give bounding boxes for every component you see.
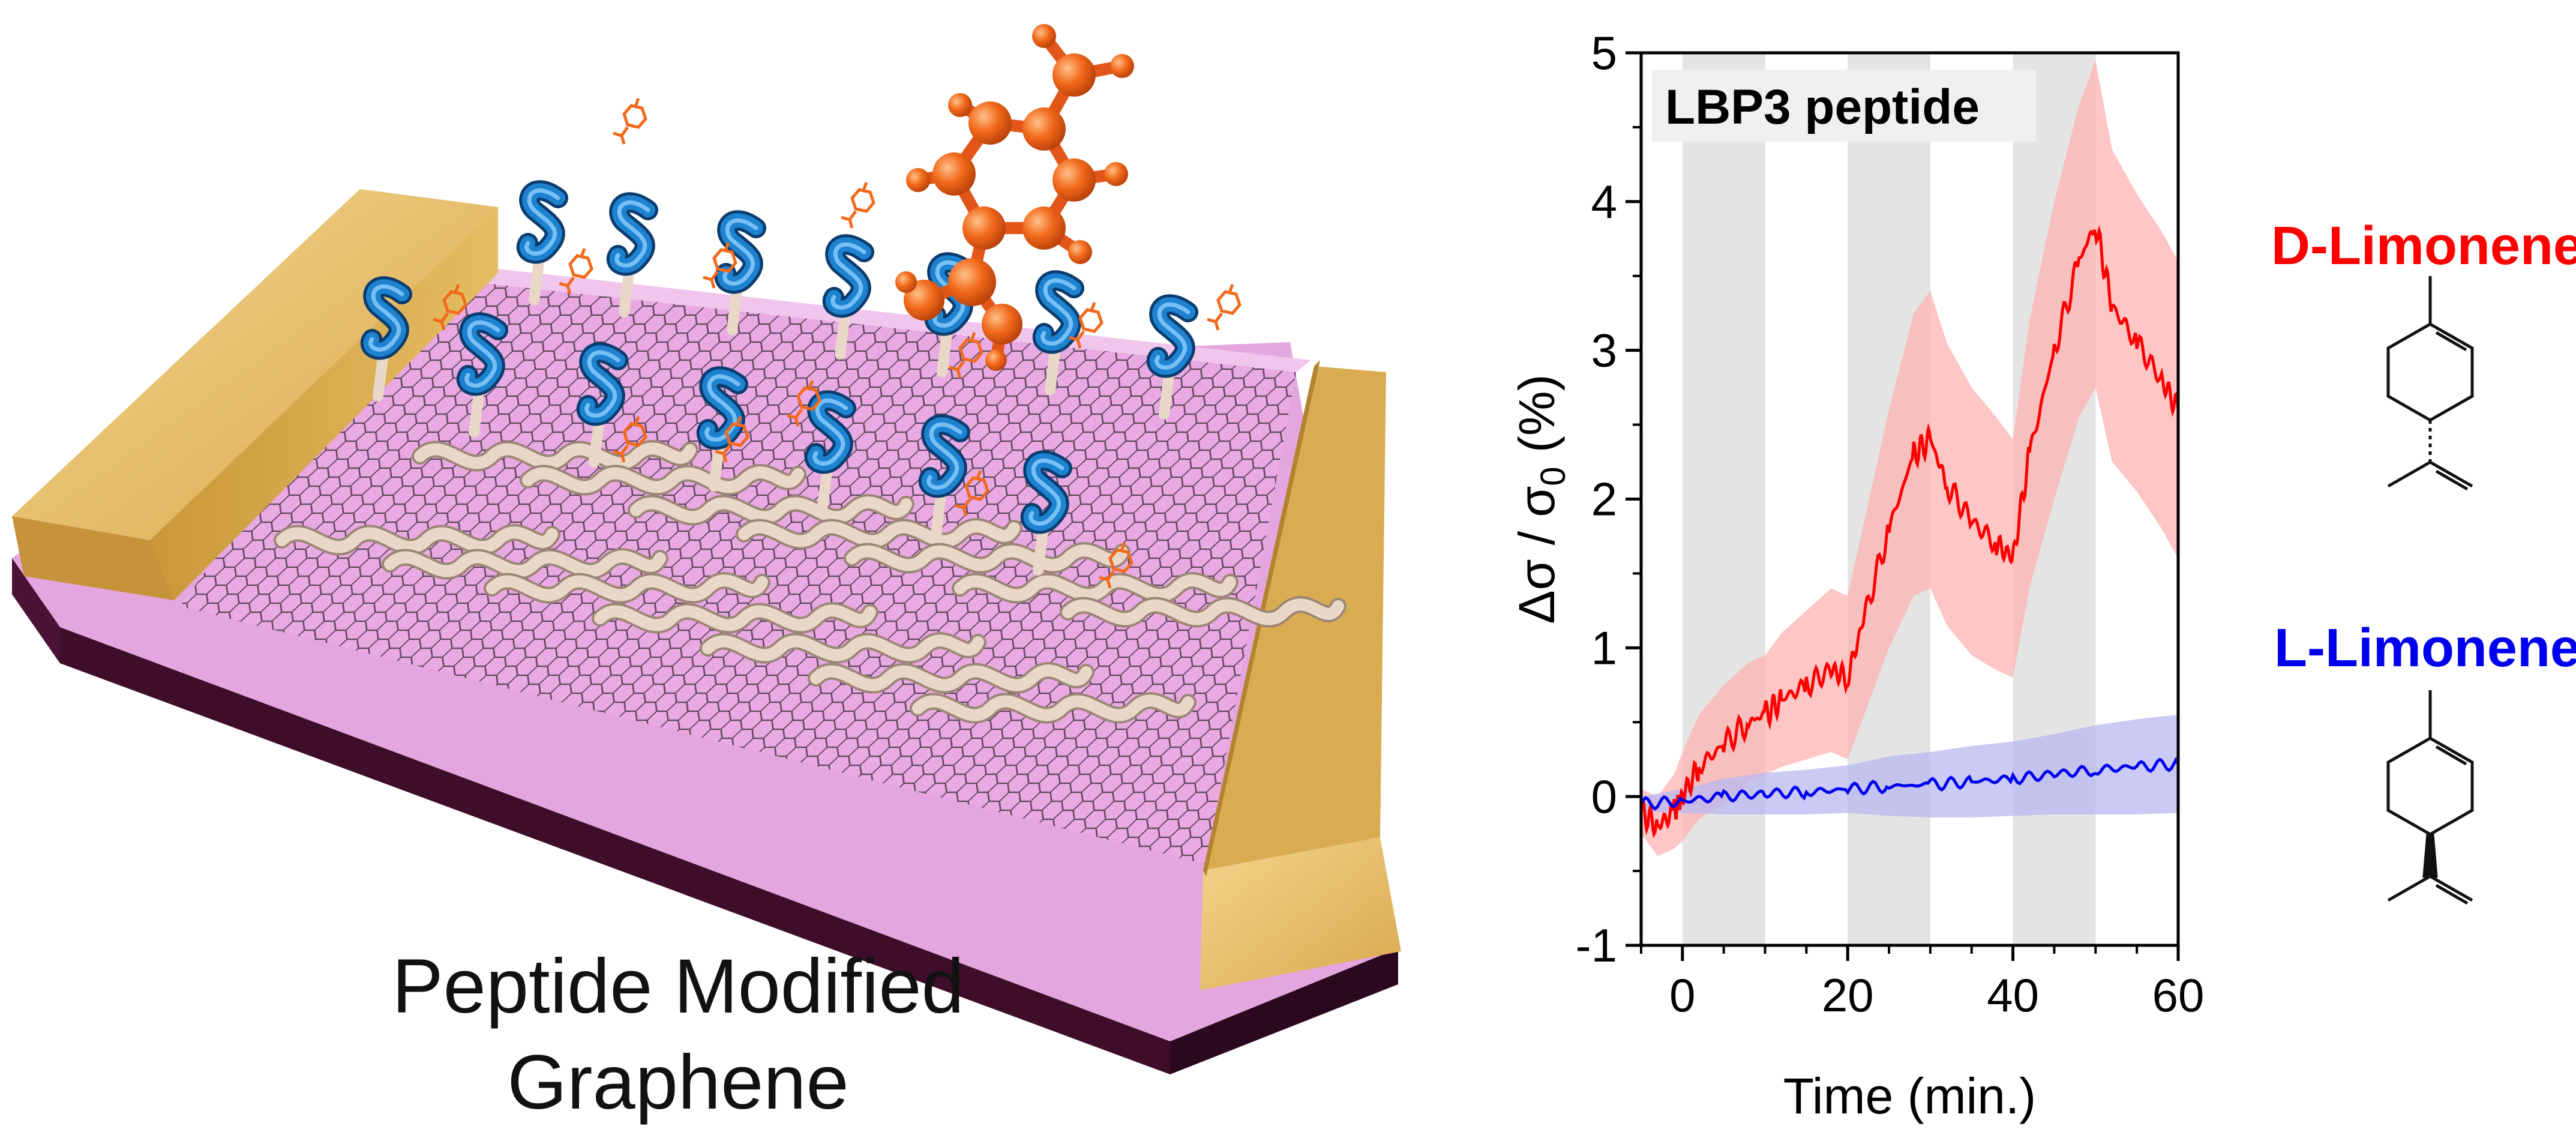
x-tick-label: 60	[2152, 969, 2205, 1022]
peptide-coil-highlight	[630, 496, 912, 523]
small-limonene-molecules	[433, 98, 1241, 589]
series-lines	[1639, 225, 2180, 838]
peptide-coil-highlight	[486, 574, 768, 601]
y-axis-label: Δσ / σ0 (%)	[1509, 374, 1573, 624]
series-line-d-limonene	[1639, 225, 2180, 838]
device-illustration: Peptide Modified Graphene	[12, 24, 1401, 1125]
conductance-chart-panel: 0 20 40 60 -1 0 1 2 3 4 5 LBP3 peptide Time (min.)…	[1488, 0, 2576, 1141]
peptide-coil-highlight	[594, 604, 876, 631]
molecule-bonds	[559, 248, 593, 295]
peptide-helix-shine	[812, 398, 848, 466]
graphene-device-svg	[12, 24, 1401, 1074]
substrate-side	[12, 558, 60, 663]
x-tick-label: 20	[1822, 969, 1874, 1022]
molecule-bonds	[715, 416, 749, 463]
chart-title: LBP3 peptide	[1665, 80, 1980, 134]
peptide-helix-shine	[926, 422, 962, 490]
y-tick-label: 4	[1591, 175, 1617, 228]
error-bands	[1641, 60, 2178, 856]
axis-ticks: 0 20 40 60 -1 0 1 2 3 4 5	[1576, 26, 2205, 1022]
l-limonene-structure	[2386, 690, 2474, 905]
small-limonene-molecule	[955, 470, 989, 517]
peptide-helix-shine	[584, 350, 620, 418]
peptide-coil-highlight	[522, 466, 804, 493]
y-tick-label: 3	[1591, 324, 1617, 377]
y-tick-label: 0	[1591, 770, 1617, 823]
x-axis-label: Time (min.)	[1783, 1068, 2037, 1124]
small-limonene-molecule	[559, 248, 593, 295]
left-electrode-side	[150, 207, 498, 600]
device-caption-line2: Graphene	[507, 1040, 849, 1125]
peptide-coil-highlight	[414, 442, 696, 469]
small-limonene-molecule	[715, 416, 749, 463]
peptide-coil-highlight	[276, 526, 558, 553]
y-tick-label: 2	[1591, 473, 1617, 526]
molecule-bonds	[787, 380, 821, 427]
molecule-bonds	[1099, 542, 1133, 589]
peptide-coil-highlight	[738, 520, 1020, 547]
peptide-coil-highlight	[384, 550, 666, 577]
series-label-d-limonene: D-Limonene	[2271, 216, 2576, 276]
peptide-helix-shine	[830, 242, 866, 310]
peptide-coil-highlight	[954, 574, 1236, 601]
x-tick-label: 40	[1987, 969, 2039, 1022]
small-limonene-molecule	[433, 284, 467, 331]
y-tick-label: 1	[1591, 621, 1617, 674]
molecule-bonds	[841, 182, 875, 229]
small-limonene-molecule	[1069, 302, 1103, 349]
chart-title-background	[1652, 70, 2036, 142]
small-limonene-molecule	[613, 416, 647, 463]
peptide-helix-shine	[1154, 302, 1190, 370]
peptide-coil-highlight	[912, 694, 1194, 721]
peptide-helix-shine	[614, 200, 650, 268]
molecule-bonds	[1207, 284, 1241, 331]
right-electrode-top	[1203, 366, 1386, 870]
left-electrode-top	[12, 189, 498, 540]
peptide-helix-shine	[1040, 278, 1076, 346]
peptide-coil-highlight	[846, 544, 1128, 571]
small-limonene-molecule	[1207, 284, 1241, 331]
molecule-bonds	[1069, 302, 1103, 349]
peptide-coil-highlight	[810, 664, 1092, 691]
small-limonene-molecule	[841, 182, 875, 229]
peptide-helix-shine	[1028, 458, 1064, 526]
y-tick-label: -1	[1576, 919, 1617, 972]
conductance-chart: 0 20 40 60 -1 0 1 2 3 4 5 LBP3 peptide Time (min.)…	[1509, 26, 2576, 1124]
peptide-helix-shine	[524, 188, 560, 256]
device-caption-line1: Peptide Modified	[392, 944, 964, 1029]
limonene-atoms	[895, 24, 1134, 371]
peptide-helix-shine	[722, 218, 758, 286]
small-limonene-molecule	[703, 242, 737, 289]
small-limonene-molecule	[1099, 542, 1133, 589]
substrate-right-face	[1170, 948, 1398, 1074]
y-tick-label: 5	[1591, 26, 1617, 79]
molecule-bonds	[433, 284, 467, 331]
d-limonene-structure	[2386, 276, 2474, 491]
peptide-coil-highlight	[702, 634, 984, 661]
series-label-l-limonene: L-Limonene	[2274, 618, 2576, 678]
peptide-helix-shine	[704, 374, 740, 442]
molecule-bonds	[949, 332, 983, 379]
left-electrode-front	[12, 516, 174, 600]
molecule-bonds	[703, 242, 737, 289]
molecule-bonds	[613, 98, 647, 145]
peptide-chains	[274, 180, 1347, 724]
substrate-bottom-face	[60, 627, 1170, 1074]
small-limonene-molecule	[949, 332, 983, 379]
molecule-bonds	[613, 416, 647, 463]
error-band-l-limonene	[1641, 714, 2178, 817]
series-line-l-limonene	[1639, 757, 2180, 811]
peptide-coil-highlight	[1062, 598, 1344, 625]
error-band-d-limonene	[1641, 60, 2178, 856]
right-electrode-front	[1200, 837, 1401, 990]
peptide-helix-shine	[368, 284, 404, 352]
peptide-helix-shine	[464, 320, 500, 388]
small-limonene-molecule	[613, 98, 647, 145]
molecule-bonds	[955, 470, 989, 517]
small-limonene-molecule	[787, 380, 821, 427]
x-tick-label: 0	[1669, 969, 1695, 1022]
